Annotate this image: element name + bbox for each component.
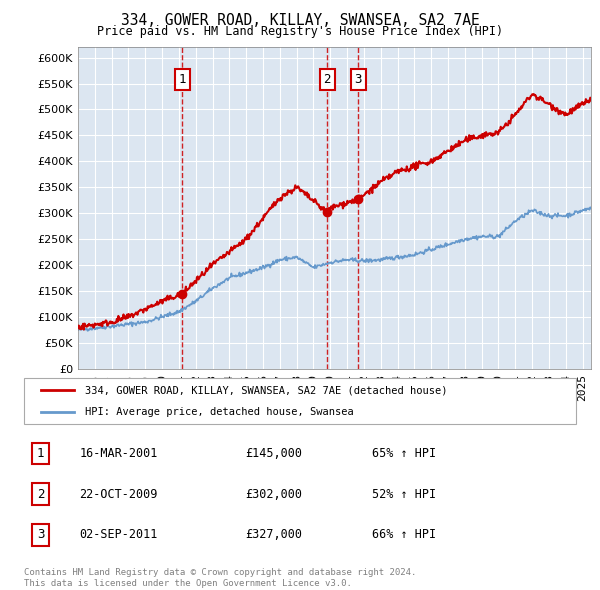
Text: 2: 2 xyxy=(37,487,44,501)
Text: 1: 1 xyxy=(37,447,44,460)
FancyBboxPatch shape xyxy=(24,378,576,424)
Text: £145,000: £145,000 xyxy=(245,447,302,460)
Text: 02-SEP-2011: 02-SEP-2011 xyxy=(79,528,158,541)
Text: 334, GOWER ROAD, KILLAY, SWANSEA, SA2 7AE: 334, GOWER ROAD, KILLAY, SWANSEA, SA2 7A… xyxy=(121,13,479,28)
Text: 52% ↑ HPI: 52% ↑ HPI xyxy=(372,487,436,501)
Text: £327,000: £327,000 xyxy=(245,528,302,541)
Text: Price paid vs. HM Land Registry's House Price Index (HPI): Price paid vs. HM Land Registry's House … xyxy=(97,25,503,38)
Text: 3: 3 xyxy=(355,73,362,86)
Text: 66% ↑ HPI: 66% ↑ HPI xyxy=(372,528,436,541)
Text: 2: 2 xyxy=(323,73,331,86)
Text: £302,000: £302,000 xyxy=(245,487,302,501)
Text: HPI: Average price, detached house, Swansea: HPI: Average price, detached house, Swan… xyxy=(85,407,353,417)
Text: 3: 3 xyxy=(37,528,44,541)
Text: Contains HM Land Registry data © Crown copyright and database right 2024.
This d: Contains HM Land Registry data © Crown c… xyxy=(24,568,416,588)
Text: 334, GOWER ROAD, KILLAY, SWANSEA, SA2 7AE (detached house): 334, GOWER ROAD, KILLAY, SWANSEA, SA2 7A… xyxy=(85,385,447,395)
Text: 65% ↑ HPI: 65% ↑ HPI xyxy=(372,447,436,460)
Text: 1: 1 xyxy=(179,73,186,86)
Text: 22-OCT-2009: 22-OCT-2009 xyxy=(79,487,158,501)
Text: 16-MAR-2001: 16-MAR-2001 xyxy=(79,447,158,460)
